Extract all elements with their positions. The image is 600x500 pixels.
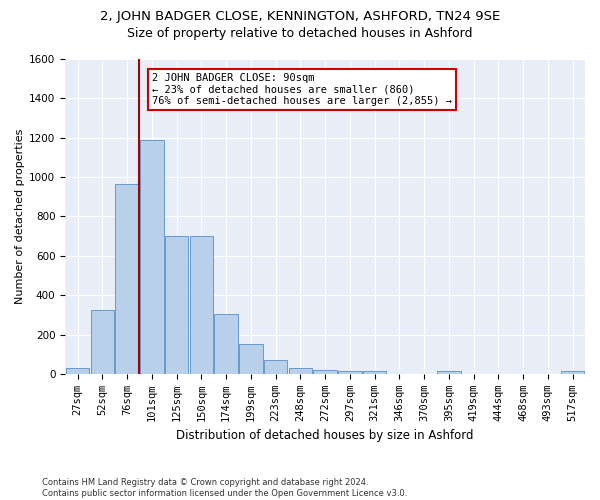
Bar [363,371,386,374]
Bar [165,236,188,374]
Bar [91,310,114,374]
Bar [66,368,89,374]
Bar [264,360,287,374]
X-axis label: Distribution of detached houses by size in Ashford: Distribution of detached houses by size … [176,430,474,442]
Bar [289,368,312,374]
Bar [214,314,238,374]
Bar [437,371,461,374]
Text: 2 JOHN BADGER CLOSE: 90sqm
← 23% of detached houses are smaller (860)
76% of sem: 2 JOHN BADGER CLOSE: 90sqm ← 23% of deta… [152,73,452,106]
Bar [115,184,139,374]
Text: Size of property relative to detached houses in Ashford: Size of property relative to detached ho… [127,28,473,40]
Bar [561,371,584,374]
Bar [140,140,164,374]
Bar [239,344,263,374]
Bar [313,370,337,374]
Bar [338,371,362,374]
Bar [190,236,213,374]
Y-axis label: Number of detached properties: Number of detached properties [15,129,25,304]
Text: Contains HM Land Registry data © Crown copyright and database right 2024.
Contai: Contains HM Land Registry data © Crown c… [42,478,407,498]
Text: 2, JOHN BADGER CLOSE, KENNINGTON, ASHFORD, TN24 9SE: 2, JOHN BADGER CLOSE, KENNINGTON, ASHFOR… [100,10,500,23]
